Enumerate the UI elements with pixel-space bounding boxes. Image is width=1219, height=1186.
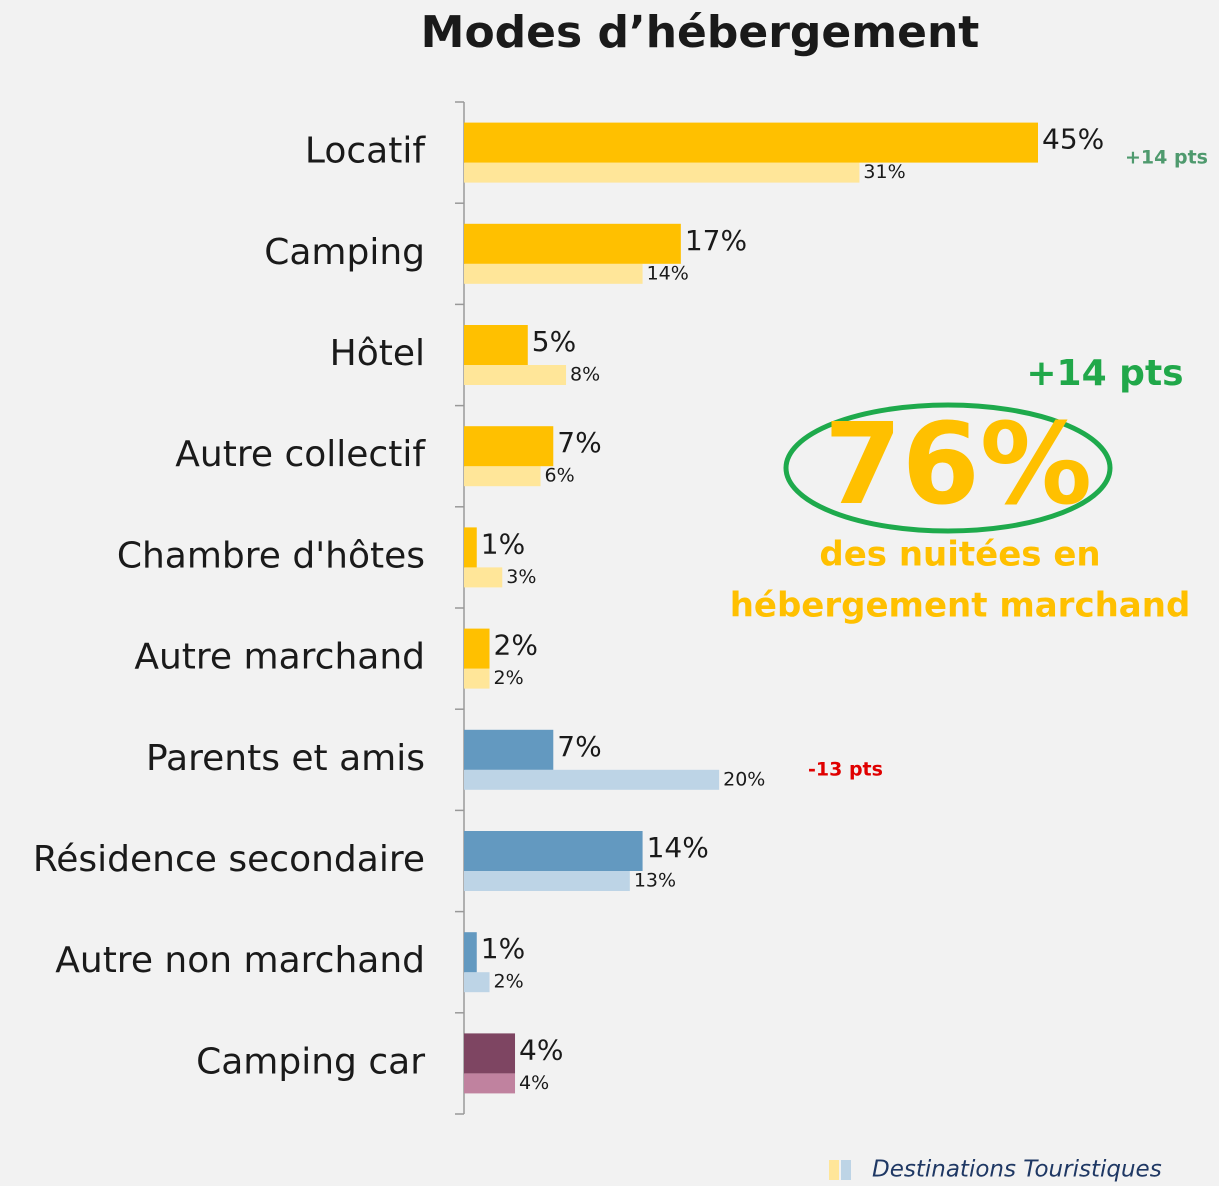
legend-swatch bbox=[841, 1160, 851, 1180]
bar bbox=[464, 162, 860, 183]
y-tick-label: Autre collectif bbox=[175, 434, 426, 475]
legend-label: Destinations Touristiques bbox=[872, 1157, 1162, 1183]
annotation: -13 pts bbox=[808, 759, 883, 781]
bar bbox=[464, 769, 720, 790]
annotation: hébergement marchand bbox=[730, 586, 1191, 626]
value-label: 1% bbox=[481, 527, 525, 560]
y-tick-label: Camping car bbox=[196, 1041, 425, 1082]
bar bbox=[464, 729, 554, 770]
value-label: 2% bbox=[494, 971, 524, 993]
bar bbox=[464, 527, 477, 568]
bar bbox=[464, 831, 643, 871]
bar bbox=[464, 972, 490, 993]
annotation: 76% bbox=[824, 400, 1092, 530]
y-tick-label: Locatif bbox=[305, 131, 426, 172]
value-label: 7% bbox=[557, 730, 601, 763]
value-label: 14% bbox=[647, 831, 709, 864]
value-label: 1% bbox=[481, 932, 525, 965]
value-label: 7% bbox=[557, 426, 601, 459]
bar bbox=[464, 365, 567, 385]
value-label: 17% bbox=[685, 224, 747, 257]
y-tick-label: Autre marchand bbox=[134, 637, 425, 678]
bar bbox=[464, 426, 554, 467]
y-tick-label: Hôtel bbox=[330, 333, 425, 374]
y-tick-label: Résidence secondaire bbox=[33, 839, 425, 880]
bar bbox=[464, 263, 643, 284]
y-tick-label: Chambre d'hôtes bbox=[117, 535, 425, 576]
bar bbox=[464, 122, 1038, 163]
value-label: 2% bbox=[494, 667, 524, 689]
value-label: 13% bbox=[634, 870, 676, 892]
value-label: 45% bbox=[1042, 123, 1104, 156]
bar bbox=[464, 223, 681, 264]
value-label: 5% bbox=[532, 325, 576, 358]
annotation: +14 pts bbox=[1026, 353, 1183, 394]
value-label: 4% bbox=[519, 1033, 563, 1066]
bar bbox=[464, 325, 528, 365]
bar bbox=[464, 1033, 516, 1074]
value-label: 4% bbox=[519, 1072, 549, 1094]
y-tick-label: Parents et amis bbox=[146, 738, 425, 779]
bar bbox=[464, 466, 541, 487]
bar bbox=[464, 932, 477, 973]
value-label: 20% bbox=[723, 768, 765, 790]
value-label: 3% bbox=[506, 566, 536, 588]
bar bbox=[464, 628, 490, 669]
highlight-ellipse bbox=[783, 402, 1113, 534]
chart-title: Modes d’hébergement bbox=[421, 7, 980, 58]
value-label: 31% bbox=[863, 161, 905, 183]
annotation: des nuitées en bbox=[819, 535, 1100, 575]
bar bbox=[464, 1073, 516, 1094]
bar bbox=[464, 567, 503, 588]
y-tick-label: Camping bbox=[264, 232, 425, 273]
y-tick-label: Autre non marchand bbox=[55, 940, 425, 981]
value-label: 6% bbox=[545, 465, 575, 487]
bar bbox=[464, 871, 630, 891]
annotation: +14 pts bbox=[1125, 147, 1208, 169]
value-label: 14% bbox=[647, 262, 689, 284]
value-label: 2% bbox=[494, 629, 538, 662]
legend-swatch bbox=[829, 1160, 839, 1180]
bar bbox=[464, 668, 490, 689]
value-label: 8% bbox=[570, 364, 600, 386]
